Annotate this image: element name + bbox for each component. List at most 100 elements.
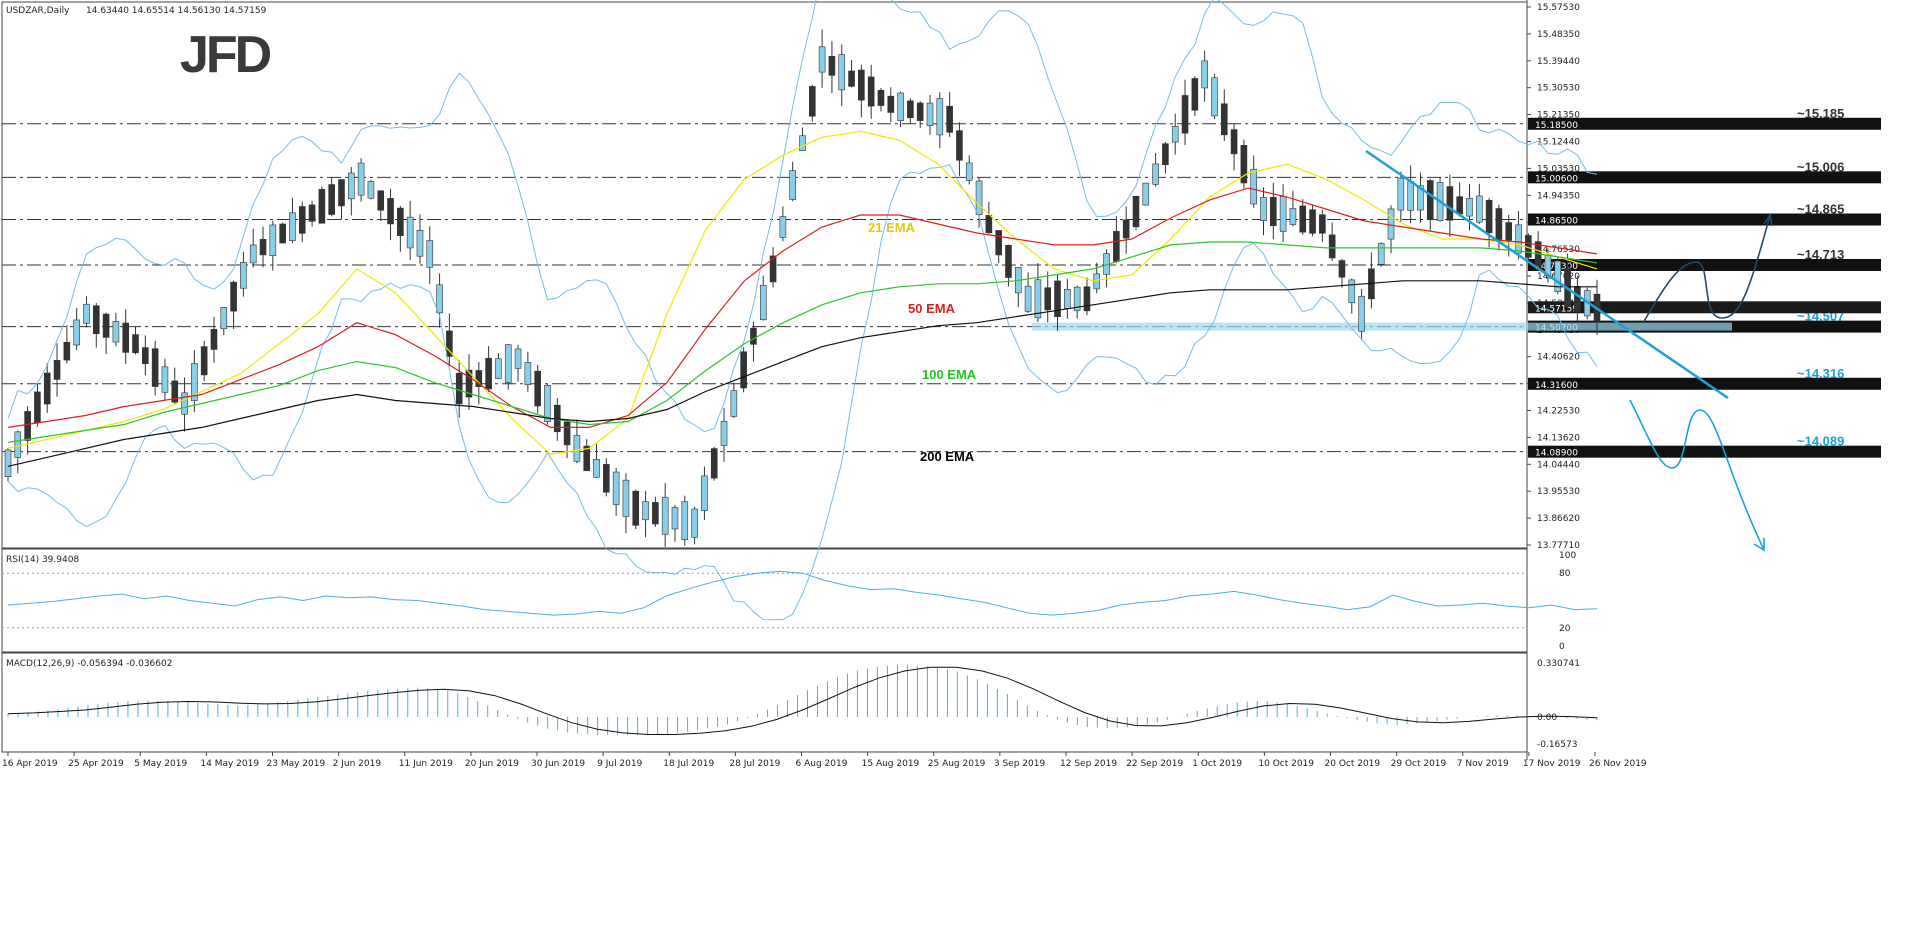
- candle-body: [779, 216, 787, 238]
- price-tick-label: 15.03530: [1537, 164, 1580, 174]
- level-axis-box: [1528, 117, 1881, 130]
- ema-lines: [7, 130, 1598, 467]
- candle: [838, 44, 846, 107]
- candle-body: [1475, 195, 1483, 223]
- candle: [1181, 79, 1189, 146]
- candle: [1034, 263, 1042, 322]
- candle-body: [426, 240, 434, 268]
- candle: [975, 177, 983, 228]
- candle-body: [710, 448, 718, 479]
- candle-body: [1495, 208, 1503, 240]
- candle: [102, 312, 110, 355]
- candle: [779, 206, 787, 242]
- price-tick-label: 14.94350: [1537, 191, 1580, 201]
- candle-body: [642, 501, 649, 521]
- date-tick-label: 22 Sep 2019: [1126, 759, 1183, 769]
- candle: [907, 98, 914, 124]
- price-tick-label: 14.22530: [1537, 407, 1580, 417]
- price-tick-label: 14.40620: [1537, 353, 1580, 363]
- candle: [1319, 209, 1326, 243]
- rsi-tick-label: 0: [1559, 642, 1565, 652]
- level-axis-box: [1528, 258, 1881, 271]
- candle: [1142, 182, 1150, 206]
- candle-body: [230, 281, 237, 312]
- candle: [240, 251, 247, 297]
- macd-tick-label: 0.330741: [1537, 659, 1580, 669]
- ema-line-100-ema: [7, 241, 1598, 443]
- candle: [1554, 257, 1562, 295]
- bollinger-lower: [7, 164, 1598, 621]
- candle: [249, 228, 257, 268]
- candle-body: [1387, 208, 1395, 240]
- candle-body: [1083, 286, 1091, 312]
- candle-body: [1211, 77, 1218, 117]
- candle-body: [897, 92, 904, 121]
- bearish-arrowhead: [1753, 538, 1765, 552]
- candle: [416, 214, 424, 264]
- ema-label: 21 EMA: [868, 220, 916, 235]
- candle: [642, 491, 649, 538]
- candle-body: [818, 46, 826, 73]
- candle: [328, 177, 335, 217]
- candle: [24, 406, 31, 455]
- candle: [83, 296, 90, 328]
- candle-body: [1113, 231, 1120, 262]
- bearish-path: [1629, 399, 1765, 551]
- candle: [622, 473, 630, 534]
- candle-body: [946, 105, 953, 133]
- candle-body: [956, 130, 963, 161]
- candle-body: [1328, 234, 1336, 259]
- candle: [946, 92, 953, 137]
- candle-body: [406, 216, 414, 249]
- candle-body: [1417, 185, 1424, 211]
- candle: [877, 88, 885, 112]
- date-tick-label: 2 Jun 2019: [333, 759, 382, 769]
- candle-body: [769, 255, 777, 283]
- candle: [397, 205, 404, 252]
- candle-body: [495, 358, 502, 379]
- candle-body: [1446, 186, 1454, 221]
- candle: [681, 495, 689, 546]
- candle: [956, 122, 963, 176]
- candle-body: [504, 344, 512, 383]
- candle-body: [1230, 129, 1238, 155]
- date-tick-label: 23 May 2019: [267, 759, 326, 769]
- candle: [1044, 271, 1052, 323]
- candle: [858, 64, 865, 118]
- date-tick-label: 15 Aug 2019: [862, 759, 920, 769]
- candle-body: [318, 189, 326, 224]
- candle: [652, 496, 659, 527]
- candle-body: [4, 449, 12, 478]
- level-label: ~14.713: [1797, 247, 1844, 262]
- candle-body: [220, 307, 228, 330]
- candle-body: [83, 303, 90, 324]
- candle: [142, 335, 149, 376]
- candle-body: [210, 329, 218, 350]
- candle-body: [1093, 273, 1101, 290]
- candle-body: [534, 370, 541, 407]
- candle-body: [132, 334, 139, 354]
- macd-tick-label: 0.00: [1537, 713, 1557, 723]
- candle: [269, 220, 277, 271]
- candle: [446, 313, 453, 367]
- date-tick-label: 11 Jun 2019: [399, 759, 453, 769]
- candle: [769, 247, 777, 288]
- candle: [897, 91, 904, 127]
- candle-body: [308, 204, 316, 222]
- candle: [514, 344, 522, 382]
- candle-body: [1064, 288, 1071, 309]
- level-axis-label: 14.31600: [1535, 381, 1578, 391]
- candle: [1122, 206, 1130, 254]
- candle: [1083, 277, 1091, 316]
- price-tick-label: 14.76530: [1537, 245, 1580, 255]
- candle: [1152, 152, 1159, 187]
- candle-body: [1319, 214, 1326, 234]
- candle-body: [397, 207, 404, 236]
- candle-body: [181, 392, 188, 415]
- candle: [740, 347, 747, 393]
- candle-body: [887, 95, 895, 113]
- candle-body: [612, 471, 620, 505]
- ema-label: 50 EMA: [908, 301, 956, 316]
- candle-body: [416, 229, 424, 257]
- candle: [122, 309, 130, 365]
